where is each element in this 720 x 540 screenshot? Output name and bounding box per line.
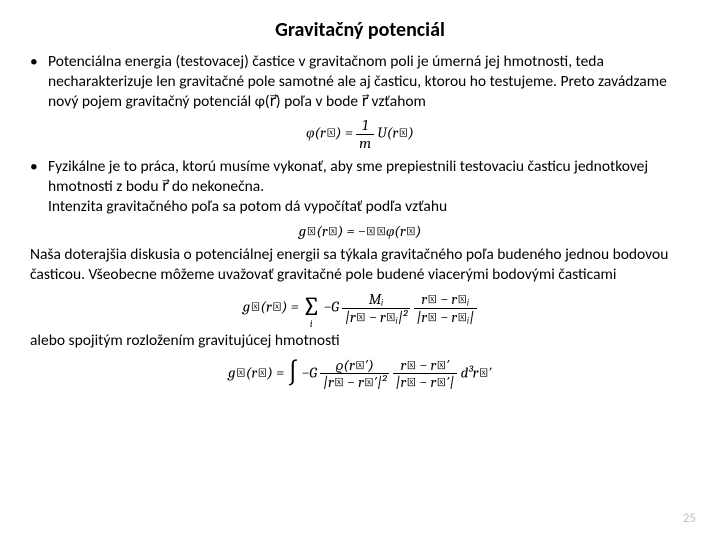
paragraph-1-text: Potenciálna energia (testovacej) častice… [48, 52, 690, 111]
formula-3: g⃗(r⃗) = ∑i −G Mᵢ|r⃗ − r⃗ᵢ|² r⃗ − r⃗ᵢ|r⃗… [30, 291, 690, 325]
f1-num: 1 [356, 117, 374, 135]
f1-den: m [356, 135, 374, 152]
paragraph-4: alebo spojitým rozložením gravitujúcej h… [30, 331, 690, 351]
paragraph-1: • Potenciálna energia (testovacej) časti… [30, 52, 690, 111]
paragraph-2a: Fyzikálne je to práca, ktorú musíme vyko… [48, 157, 648, 196]
f4-post: d³r⃗′ [457, 363, 491, 381]
f1-rhs: U(r⃗) [374, 124, 414, 142]
f4-frac2-den: |r⃗ − r⃗′| [393, 374, 458, 391]
integral-symbol: ∫ [287, 362, 298, 385]
formula-1: φ(r⃗) = 1m U(r⃗) [30, 117, 690, 151]
page-number: 25 [683, 511, 696, 526]
formula-2: g⃗(r⃗) = −∇⃗φ(r⃗) [30, 223, 690, 240]
f1-lhs: φ(r⃗) = [306, 124, 356, 142]
f4-pre: g⃗(r⃗) = [228, 363, 287, 381]
f3-frac2-den: |r⃗ − r⃗ᵢ| [414, 309, 478, 326]
f3-pre: g⃗(r⃗) = [243, 298, 302, 316]
f4-frac1-den: |r⃗ − r⃗′|² [320, 374, 389, 391]
f3-frac1-num: Mᵢ [342, 291, 410, 309]
paragraph-3: Naša doterajšia diskusia o potenciálnej … [30, 245, 690, 285]
f4-frac1-num: ϱ(r⃗′) [320, 357, 389, 375]
bullet-dot: • [30, 157, 48, 216]
formula-4: g⃗(r⃗) = ∫ −G ϱ(r⃗′)|r⃗ − r⃗′|² r⃗ − r⃗′… [30, 357, 690, 391]
sum-index: i [310, 319, 313, 330]
paragraph-2: • Fyzikálne je to práca, ktorú musíme vy… [30, 157, 690, 216]
page-title: Gravitačný potenciál [30, 18, 690, 42]
bullet-dot: • [30, 52, 48, 111]
f3-frac1-den: |r⃗ − r⃗ᵢ|² [342, 309, 410, 326]
paragraph-2b: Intenzita gravitačného poľa sa potom dá … [48, 197, 447, 216]
f3-mid: −G [320, 298, 342, 316]
f4-mid: −G [298, 363, 320, 381]
f3-frac2-num: r⃗ − r⃗ᵢ [414, 291, 478, 309]
f2-text: g⃗(r⃗) = −∇⃗φ(r⃗) [299, 222, 422, 240]
sum-symbol: ∑ [302, 296, 320, 319]
f4-frac2-num: r⃗ − r⃗′ [393, 357, 458, 375]
